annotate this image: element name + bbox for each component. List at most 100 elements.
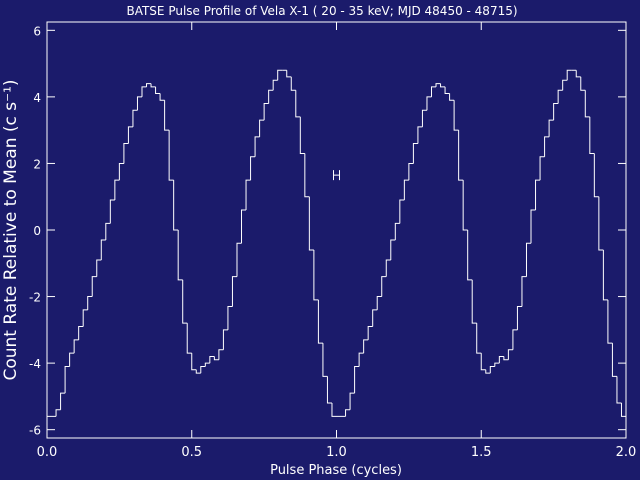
step <box>227 306 233 330</box>
x-tick-label: 2.0 <box>616 445 637 460</box>
step <box>82 309 88 327</box>
step <box>100 239 106 260</box>
step <box>150 83 156 88</box>
step <box>449 93 455 101</box>
step <box>503 356 509 361</box>
step <box>69 352 75 367</box>
step <box>304 153 310 198</box>
step <box>575 70 581 78</box>
step <box>417 126 423 144</box>
step <box>245 179 251 211</box>
step <box>317 299 323 344</box>
step <box>299 116 305 154</box>
step <box>164 100 170 131</box>
step <box>498 355 504 364</box>
step <box>367 326 373 340</box>
x-tick-label: 1.5 <box>471 445 492 460</box>
step <box>159 93 165 101</box>
step <box>127 126 133 144</box>
y-tick-label: 2 <box>33 157 41 171</box>
step <box>476 323 482 354</box>
chart-title: BATSE Pulse Profile of Vela X-1 ( 20 - 3… <box>126 4 517 18</box>
step <box>182 279 188 324</box>
step <box>566 69 572 81</box>
step <box>222 329 228 350</box>
step <box>218 349 224 360</box>
step <box>331 403 337 417</box>
step <box>155 86 161 95</box>
step <box>358 352 364 367</box>
step <box>485 369 491 374</box>
step <box>385 259 391 277</box>
step <box>421 109 427 127</box>
step <box>168 130 174 181</box>
step <box>132 109 138 127</box>
step <box>78 326 84 340</box>
step <box>308 196 314 251</box>
step <box>399 199 405 224</box>
step <box>105 222 111 240</box>
step <box>462 180 468 231</box>
step <box>602 249 608 301</box>
step <box>620 403 626 417</box>
step <box>191 353 197 371</box>
step <box>530 209 536 244</box>
step <box>544 136 550 157</box>
step <box>268 89 274 104</box>
step <box>277 69 283 81</box>
y-tick-label: 0 <box>33 224 41 238</box>
step <box>435 83 441 87</box>
step <box>516 306 522 330</box>
step <box>557 89 563 104</box>
step <box>290 76 296 91</box>
step <box>521 276 527 307</box>
step <box>213 356 219 361</box>
step <box>64 365 70 394</box>
step <box>480 353 486 371</box>
step <box>471 279 477 324</box>
step <box>589 116 595 154</box>
step <box>326 376 332 404</box>
step <box>123 142 129 164</box>
step <box>390 239 396 260</box>
step <box>272 79 278 91</box>
step <box>403 179 409 201</box>
step <box>250 156 256 181</box>
x-tick-label: 1.0 <box>326 445 347 460</box>
step <box>141 86 147 97</box>
y-tick-label: 6 <box>33 24 41 38</box>
step <box>177 230 183 281</box>
step <box>584 90 590 118</box>
step <box>616 376 622 404</box>
step <box>241 209 247 244</box>
step <box>408 162 414 181</box>
step <box>453 100 459 131</box>
step <box>73 339 79 354</box>
step <box>525 242 532 277</box>
step <box>254 136 260 157</box>
step <box>426 96 432 111</box>
step <box>458 130 464 181</box>
x-tick-label: 0.0 <box>37 445 58 460</box>
step <box>372 309 378 327</box>
step <box>349 392 355 410</box>
step <box>553 103 559 121</box>
step <box>593 153 599 198</box>
error-bar <box>333 170 340 181</box>
step <box>444 86 450 95</box>
step <box>263 103 269 121</box>
step <box>118 162 124 181</box>
step <box>91 276 97 297</box>
step <box>109 199 115 224</box>
step <box>598 196 604 251</box>
step <box>607 299 613 344</box>
step <box>512 329 518 350</box>
step <box>535 179 541 211</box>
step <box>87 296 93 310</box>
step <box>440 83 446 88</box>
step <box>231 276 237 307</box>
y-tick-label: -4 <box>29 357 41 371</box>
